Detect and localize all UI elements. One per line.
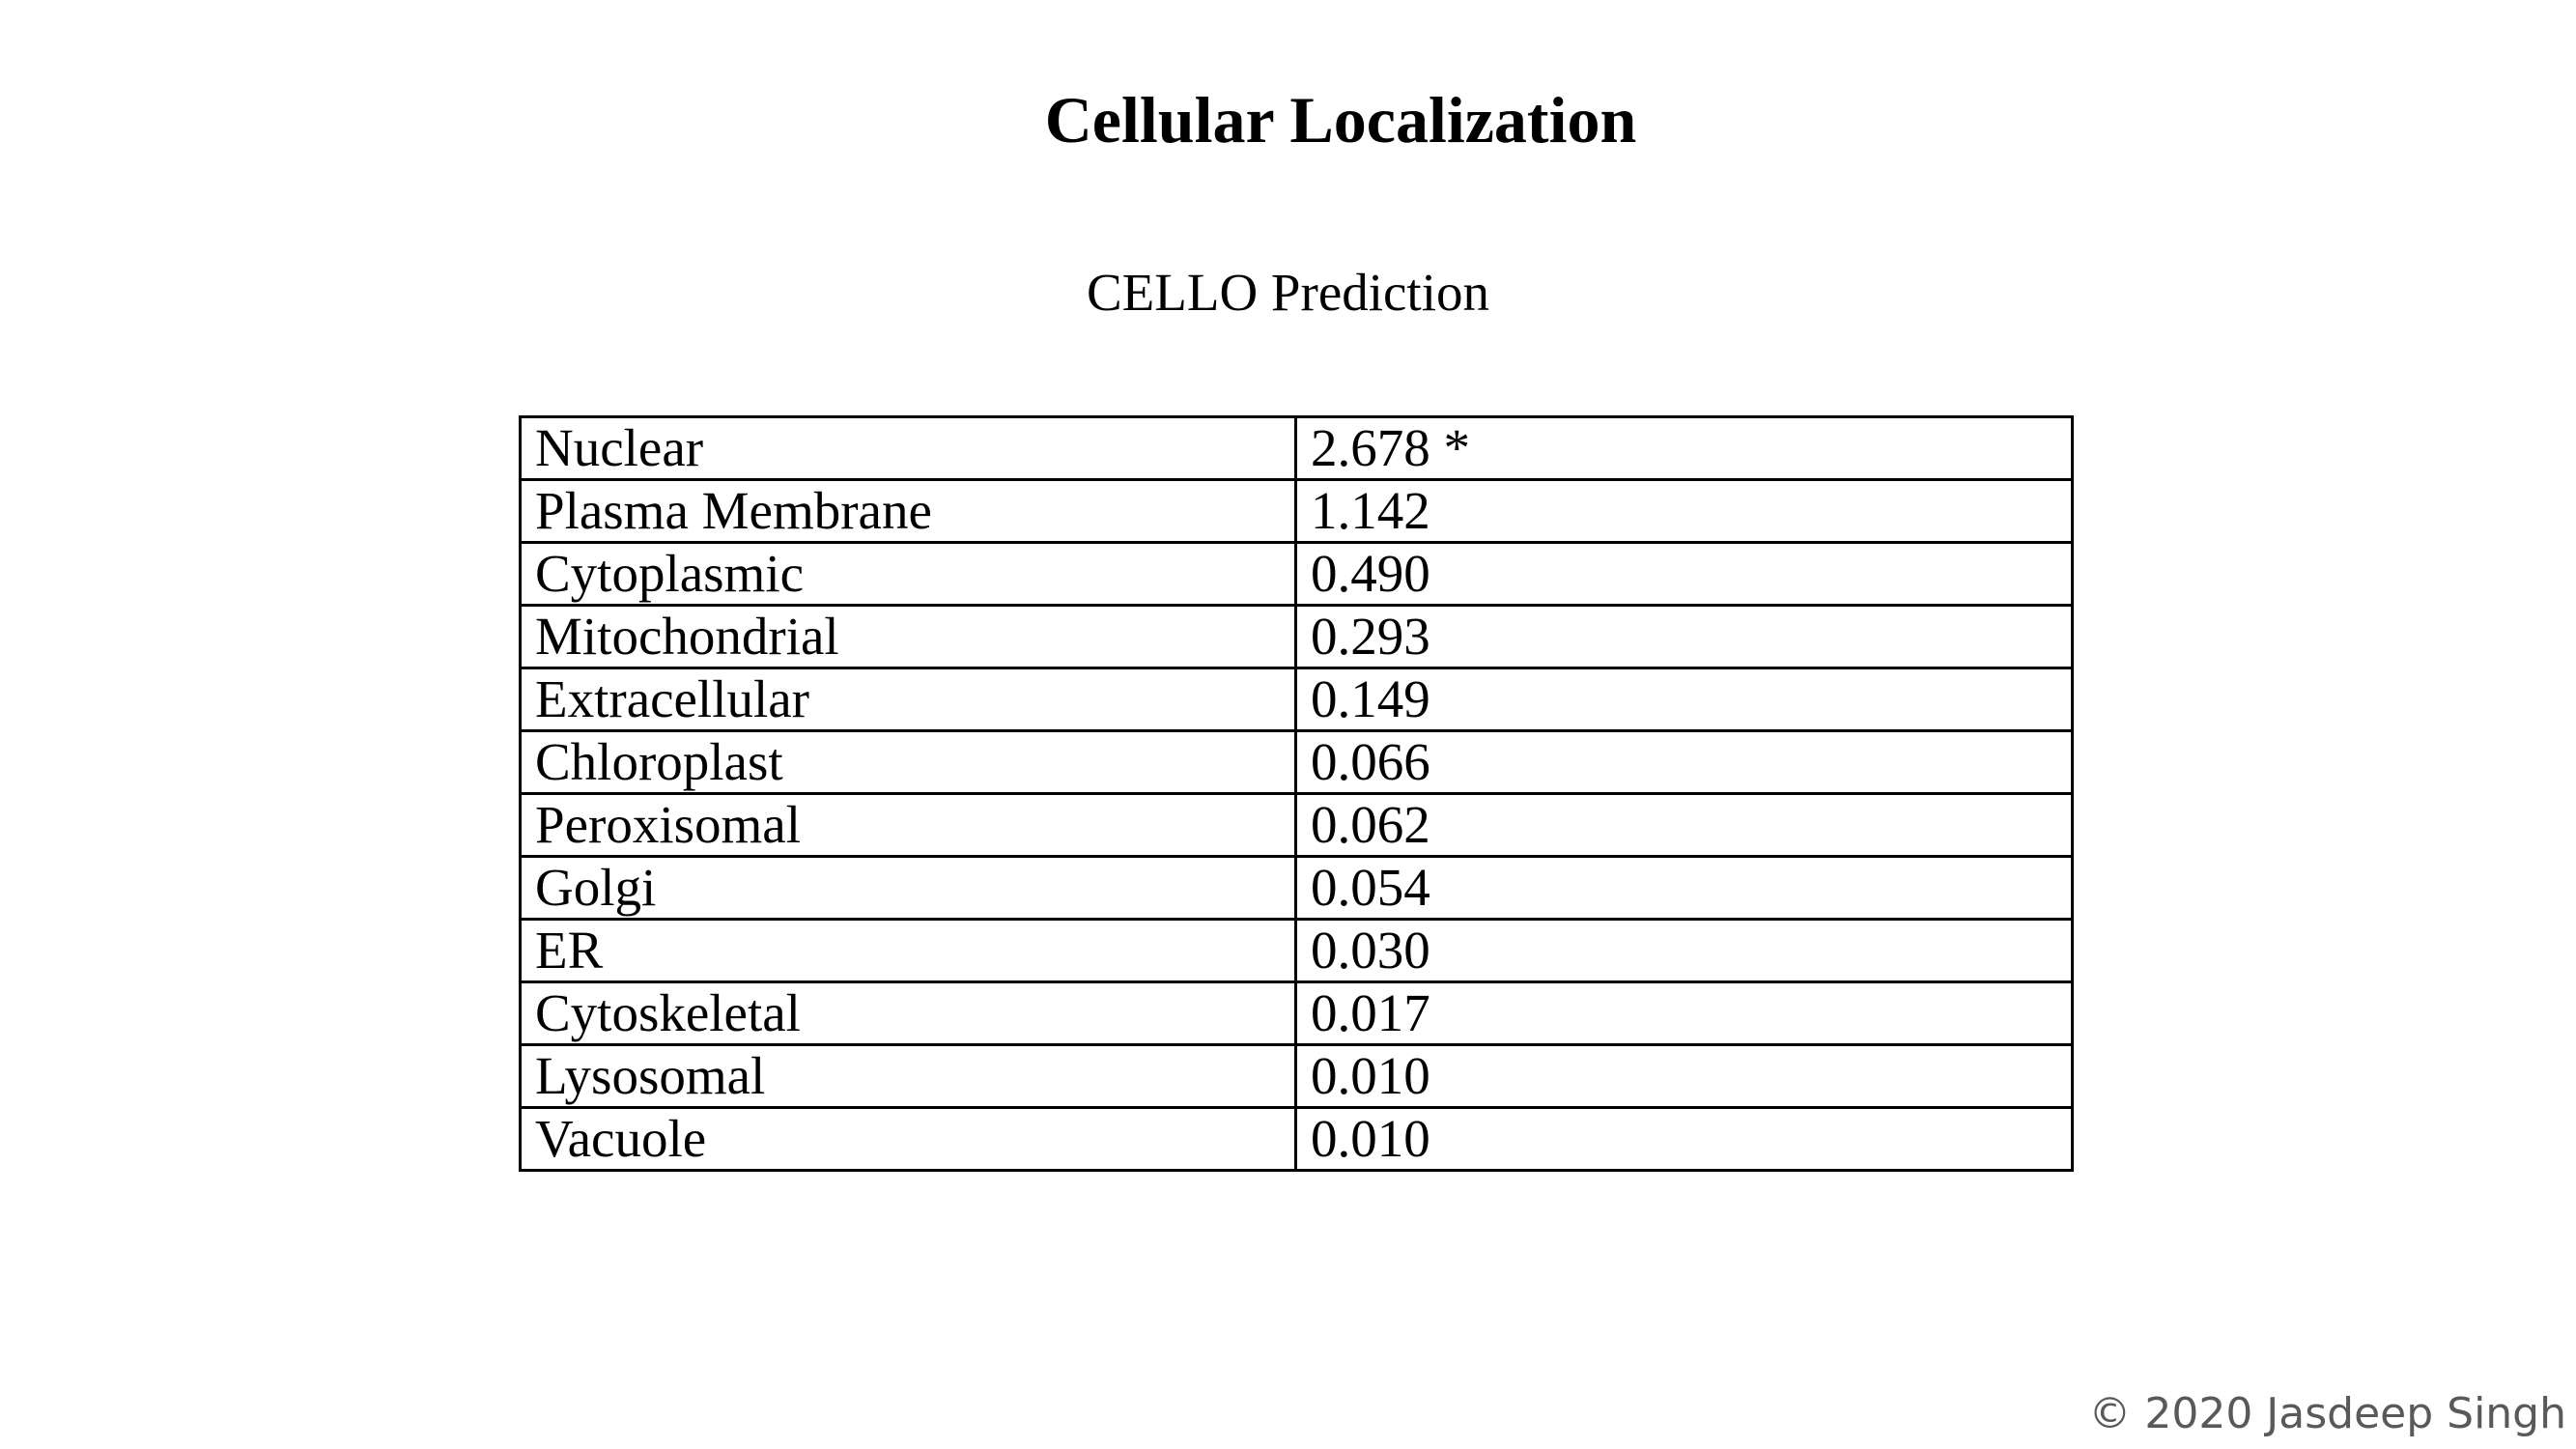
table-row: Peroxisomal 0.062 <box>519 792 2074 858</box>
score-cell: 0.149 <box>1294 667 2074 732</box>
score-cell: 0.293 <box>1294 604 2074 669</box>
location-cell: Extracellular <box>519 667 1297 732</box>
location-cell: Plasma Membrane <box>519 478 1297 544</box>
location-cell: Vacuole <box>519 1106 1297 1172</box>
localization-table-container: Nuclear 2.678 * Plasma Membrane 1.142 Cy… <box>519 415 2074 1172</box>
location-cell: Lysosomal <box>519 1043 1297 1109</box>
location-cell: Golgi <box>519 855 1297 921</box>
table-row: ER 0.030 <box>519 918 2074 983</box>
location-cell: Cytoplasmic <box>519 541 1297 607</box>
score-cell: 0.062 <box>1294 792 2074 858</box>
table-row: Cytoskeletal 0.017 <box>519 980 2074 1046</box>
table-row: Golgi 0.054 <box>519 855 2074 921</box>
copyright-footer: © 2020 Jasdeep Singh <box>2088 1389 2566 1438</box>
table-row: Plasma Membrane 1.142 <box>519 478 2074 544</box>
table-row: Lysosomal 0.010 <box>519 1043 2074 1109</box>
location-cell: Chloroplast <box>519 729 1297 795</box>
score-cell: 2.678 * <box>1294 415 2074 481</box>
slide-title: Cellular Localization <box>1044 83 1637 156</box>
localization-table: Nuclear 2.678 * Plasma Membrane 1.142 Cy… <box>519 415 2074 1172</box>
location-cell: Peroxisomal <box>519 792 1297 858</box>
score-cell: 0.010 <box>1294 1106 2074 1172</box>
score-cell: 0.054 <box>1294 855 2074 921</box>
location-cell: Mitochondrial <box>519 604 1297 669</box>
table-row: Vacuole 0.010 <box>519 1106 2074 1172</box>
score-cell: 1.142 <box>1294 478 2074 544</box>
score-cell: 0.030 <box>1294 918 2074 983</box>
table-row: Nuclear 2.678 * <box>519 415 2074 481</box>
table-row: Cytoplasmic 0.490 <box>519 541 2074 607</box>
location-cell: Cytoskeletal <box>519 980 1297 1046</box>
table-row: Chloroplast 0.066 <box>519 729 2074 795</box>
score-cell: 0.490 <box>1294 541 2074 607</box>
table-row: Extracellular 0.149 <box>519 667 2074 732</box>
score-cell: 0.010 <box>1294 1043 2074 1109</box>
location-cell: Nuclear <box>519 415 1297 481</box>
slide-subtitle: CELLO Prediction <box>1086 263 1489 322</box>
table-row: Mitochondrial 0.293 <box>519 604 2074 669</box>
score-cell: 0.066 <box>1294 729 2074 795</box>
location-cell: ER <box>519 918 1297 983</box>
score-cell: 0.017 <box>1294 980 2074 1046</box>
